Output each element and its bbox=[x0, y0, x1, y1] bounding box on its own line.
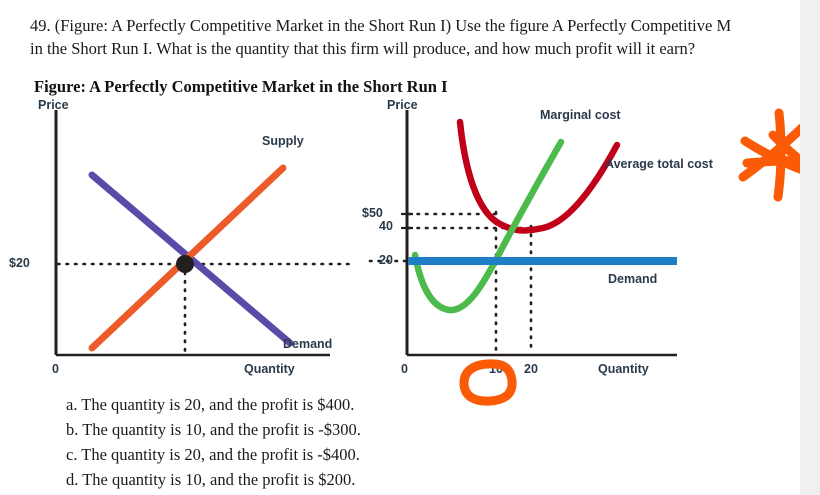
question-line-2: in the Short Run I. What is the quantity… bbox=[30, 39, 696, 59]
chart-firm-cost-curves: Price $50 40 20 0 10 20 Quantity Margina… bbox=[362, 98, 713, 390]
market-equilibrium-dot bbox=[176, 255, 194, 273]
market-demand-curve-label: Demand bbox=[283, 337, 333, 351]
firm-chart-svg bbox=[365, 110, 677, 357]
firm-x-axis-label: Quantity bbox=[598, 362, 649, 376]
firm-y-tick-40: 40 bbox=[379, 219, 393, 233]
firm-y-axis-label: Price bbox=[387, 98, 418, 112]
market-y-tick-20: $20 bbox=[9, 256, 30, 270]
firm-demand-curve-label: Demand bbox=[608, 272, 658, 286]
firm-origin-label: 0 bbox=[401, 362, 408, 376]
answer-options-list: a. The quantity is 20, and the profit is… bbox=[66, 392, 586, 492]
answer-option-a[interactable]: a. The quantity is 20, and the profit is… bbox=[66, 395, 355, 414]
answer-option-d[interactable]: d. The quantity is 10, and the profit is… bbox=[66, 470, 356, 490]
firm-atc-curve-label: Average total cost bbox=[605, 157, 713, 171]
market-supply-curve-label: Supply bbox=[262, 134, 304, 148]
chart-market-supply-demand: Price $20 0 Quantity Supply Demand bbox=[9, 98, 360, 390]
firm-mc-curve bbox=[411, 138, 565, 314]
firm-x-tick-10: 10 bbox=[489, 362, 503, 376]
question-text: 49. (Figure: A Perfectly Competitive Mar… bbox=[30, 14, 820, 61]
firm-x-tick-20: 20 bbox=[524, 362, 538, 376]
scrollbar-gutter[interactable] bbox=[800, 0, 820, 495]
firm-mc-curve-label: Marginal cost bbox=[540, 108, 621, 122]
market-x-axis-label: Quantity bbox=[244, 362, 295, 376]
market-y-axis-label: Price bbox=[38, 98, 69, 112]
market-origin-label: 0 bbox=[52, 362, 59, 376]
answer-option-c[interactable]: c. The quantity is 20, and the profit is… bbox=[66, 445, 360, 465]
market-chart-svg bbox=[54, 110, 356, 357]
figure-title: Figure: A Perfectly Competitive Market i… bbox=[34, 77, 448, 96]
firm-y-tick-20: 20 bbox=[379, 253, 393, 267]
answer-option-b[interactable]: b. The quantity is 10, and the profit is… bbox=[66, 420, 361, 440]
question-line-1: 49. (Figure: A Perfectly Competitive Mar… bbox=[30, 16, 732, 35]
firm-y-tick-50: $50 bbox=[362, 206, 383, 220]
firm-atc-curve bbox=[456, 118, 621, 234]
